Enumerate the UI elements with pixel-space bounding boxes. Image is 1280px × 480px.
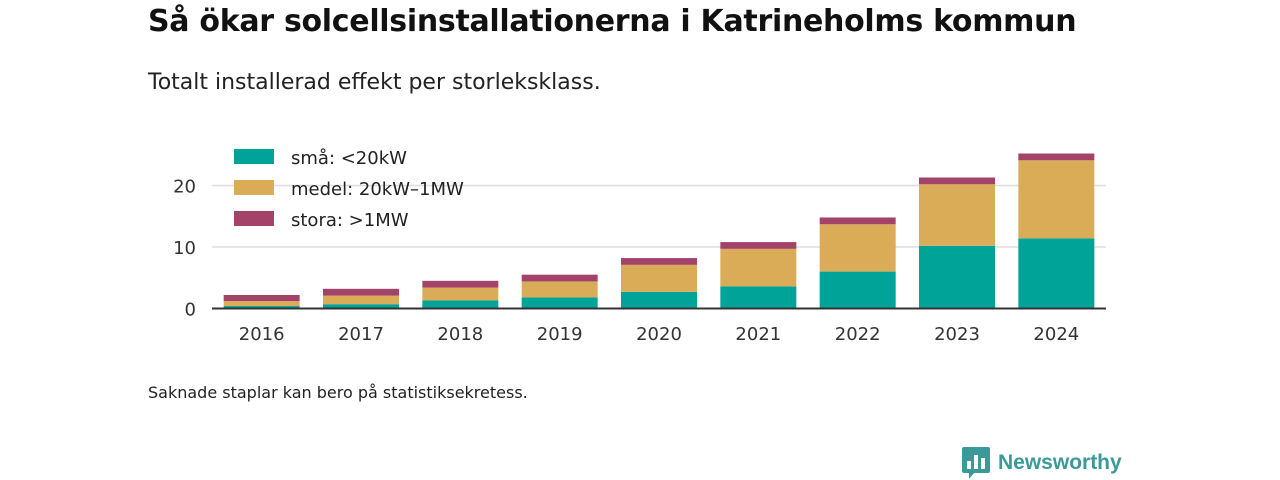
bar-segment <box>422 300 499 309</box>
stacked-bar-chart: 0 10 20 2016 2017 2018 2019 2020 2021 2022 2023 202… <box>173 148 1106 345</box>
bar-segment <box>323 304 399 309</box>
bar-segment <box>223 294 300 302</box>
bar-segment <box>720 248 797 287</box>
bar-segment <box>819 224 896 272</box>
legend-swatch <box>234 180 274 195</box>
bar-segment <box>521 297 598 309</box>
bar-segment <box>323 295 399 305</box>
bar-segment <box>1018 153 1095 161</box>
bar-segment <box>819 217 896 225</box>
y-tick-label: 0 <box>185 300 196 321</box>
x-tick-label: 2020 <box>636 324 682 345</box>
x-tick-label: 2022 <box>835 324 881 345</box>
bar-segment <box>223 301 300 307</box>
bar-segment <box>919 245 995 309</box>
bar-segment <box>621 258 697 265</box>
x-tick-label: 2018 <box>437 324 483 345</box>
bar-segment <box>1018 238 1095 309</box>
bar-segment <box>919 177 995 185</box>
brand-logo: Newsworthy <box>962 447 1122 479</box>
chart-title: Så ökar solcellsinstallationerna i Katri… <box>148 4 1077 39</box>
brand-name: Newsworthy <box>998 451 1122 474</box>
bar-segment <box>422 287 499 301</box>
bar-segment <box>720 286 797 309</box>
bar-segment <box>521 281 598 298</box>
bar-segment <box>919 184 995 246</box>
bar-segment <box>720 242 797 249</box>
y-tick-label: 20 <box>173 177 196 198</box>
chart-subtitle: Totalt installerad effekt per storlekskl… <box>148 70 601 95</box>
bar-segment <box>323 288 399 296</box>
x-tick-label: 2019 <box>537 324 583 345</box>
x-tick-label: 2023 <box>934 324 980 345</box>
bar-segment <box>621 264 697 292</box>
bar-segment <box>521 274 598 282</box>
legend-swatch <box>234 149 274 164</box>
bar-segment <box>819 271 896 309</box>
bar-segment <box>422 280 499 288</box>
y-tick-label: 10 <box>173 238 196 259</box>
x-tick-label: 2021 <box>735 324 781 345</box>
legend-label: stora: >1MW <box>291 210 409 231</box>
footnote: Saknade staplar kan bero på statistiksek… <box>148 383 528 402</box>
x-tick-label: 2024 <box>1033 324 1079 345</box>
bar-segment <box>223 306 300 309</box>
legend-label: små: <20kW <box>291 148 407 169</box>
legend-label: medel: 20kW–1MW <box>291 179 464 200</box>
bar-segment <box>1018 160 1095 239</box>
x-tick-label: 2016 <box>239 324 285 345</box>
x-tick-label: 2017 <box>338 324 384 345</box>
bar-segment <box>621 291 697 309</box>
legend-swatch <box>234 211 274 226</box>
bar-chart-speech-bubble-icon <box>962 447 990 479</box>
